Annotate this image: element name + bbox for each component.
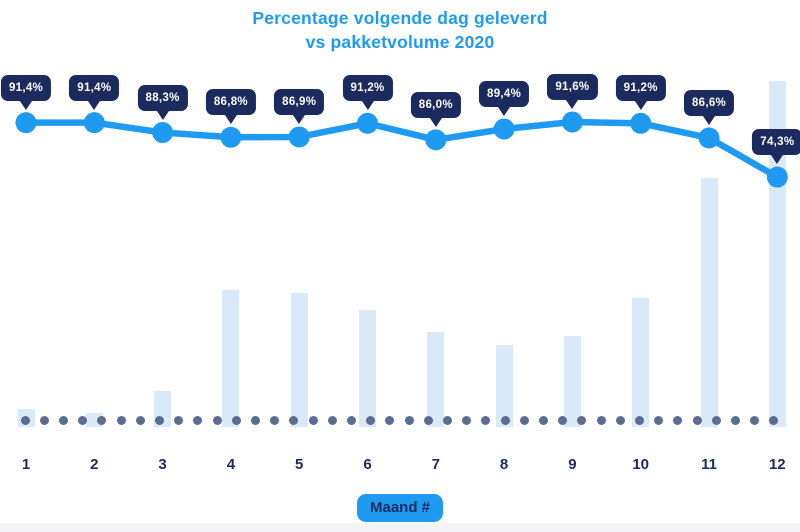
baseline-dot (231, 415, 241, 425)
baseline-dot (750, 415, 760, 425)
baseline-dot (39, 415, 49, 425)
baseline-dot (596, 415, 606, 425)
baseline-dot (692, 415, 702, 425)
volume-bar (563, 336, 581, 427)
data-point-marker (288, 126, 310, 148)
baseline-dot (654, 415, 664, 425)
baseline-dot (20, 415, 30, 425)
data-point-marker (766, 166, 788, 188)
baseline-dot (289, 415, 299, 425)
baseline-dot (481, 415, 491, 425)
data-label-tooltip: 86,9% (274, 88, 325, 115)
baseline-dot (577, 415, 587, 425)
volume-bar (427, 331, 445, 427)
x-axis-label: 2 (90, 456, 99, 473)
data-label-tooltip: 91,2% (342, 75, 393, 102)
chart-title-line2: vs pakketvolume 2020 (305, 32, 495, 52)
data-label-tooltip: 86,0% (410, 91, 461, 118)
percentage-line (22, 118, 781, 181)
baseline-dot (558, 415, 568, 425)
baseline-dot (346, 415, 356, 425)
bottom-strip (0, 523, 800, 532)
baseline-dot (97, 415, 107, 425)
baseline-dot (78, 415, 88, 425)
x-axis-label: 12 (768, 456, 786, 473)
x-axis-label: 5 (295, 456, 304, 473)
baseline-dot (174, 415, 184, 425)
data-label-tooltip: 91,4% (69, 74, 120, 101)
baseline-dot (462, 415, 472, 425)
baseline-dot (58, 415, 68, 425)
data-label-tooltip: 86,6% (683, 89, 735, 116)
baseline-dot (154, 415, 164, 425)
chart-title-line1: Percentage volgende dag geleverd (252, 8, 548, 28)
baseline-dot (193, 415, 203, 425)
data-label-tooltip: 91,6% (547, 74, 598, 100)
baseline-dot (500, 415, 510, 425)
data-point-marker (630, 112, 652, 134)
data-label-tooltip: 91,4% (0, 74, 52, 101)
x-axis-label: 3 (158, 456, 167, 473)
x-axis-label: 1 (21, 456, 31, 473)
x-axis-label: 10 (632, 456, 650, 473)
chart-title: Percentage volgende dag geleverd vs pakk… (0, 6, 800, 54)
baseline-dot (442, 415, 452, 425)
baseline-dot (212, 415, 222, 425)
data-point-marker (152, 122, 174, 144)
x-axis-label: 11 (701, 456, 717, 473)
x-axis-title-badge: Maand # (356, 494, 444, 522)
volume-bar (632, 297, 650, 427)
volume-bar (222, 289, 240, 427)
baseline-dot (634, 415, 644, 425)
baseline-dot (308, 415, 318, 425)
data-label-tooltip: 91,2% (615, 75, 666, 102)
volume-bar (700, 177, 718, 427)
data-label-tooltip: 74,3% (752, 129, 800, 156)
baseline-dot (673, 415, 683, 425)
baseline-dot (404, 415, 414, 425)
data-point-marker (83, 112, 105, 134)
baseline-dot (116, 415, 126, 425)
baseline-dot (270, 415, 280, 425)
baseline-dot (135, 415, 145, 425)
baseline-dot (327, 415, 337, 425)
data-label-tooltip: 86,8% (205, 89, 256, 116)
baseline-dot (769, 415, 779, 425)
baseline-dot (250, 415, 260, 425)
volume-bar (290, 293, 308, 427)
baseline-dot (615, 415, 625, 425)
baseline-dot (711, 415, 721, 425)
data-point-marker (561, 111, 583, 133)
data-point-marker (220, 126, 242, 148)
data-point-marker (698, 127, 720, 149)
volume-bar (495, 344, 513, 427)
data-point-marker (357, 112, 378, 134)
data-point-marker (15, 112, 37, 134)
x-axis-label: 9 (568, 456, 577, 473)
x-axis-label: 6 (363, 456, 372, 473)
baseline-dot (385, 415, 395, 425)
x-axis-title: Maand # (369, 499, 431, 516)
x-axis-label: 8 (499, 456, 509, 473)
baseline-dot (730, 415, 740, 425)
data-point-marker (425, 129, 447, 151)
x-axis-label: 7 (431, 456, 440, 473)
baseline-dot (519, 415, 529, 425)
data-label-tooltip: 88,3% (137, 84, 188, 111)
baseline-dot (423, 415, 433, 425)
data-label-tooltip: 89,4% (479, 81, 530, 107)
baseline-dot (538, 415, 548, 425)
data-point-marker (493, 118, 515, 140)
volume-bar (359, 310, 376, 427)
baseline-dot (366, 415, 376, 425)
x-axis-label: 4 (226, 456, 236, 473)
